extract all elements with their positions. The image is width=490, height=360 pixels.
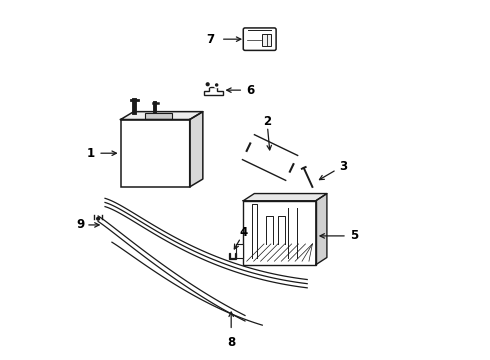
Circle shape	[97, 217, 99, 220]
FancyBboxPatch shape	[243, 201, 316, 265]
FancyBboxPatch shape	[145, 113, 172, 119]
Circle shape	[216, 84, 218, 86]
Polygon shape	[243, 194, 327, 201]
Polygon shape	[229, 253, 236, 260]
Polygon shape	[121, 112, 203, 120]
FancyBboxPatch shape	[243, 28, 276, 50]
Text: 8: 8	[227, 336, 235, 348]
Circle shape	[204, 81, 211, 87]
Circle shape	[131, 96, 138, 103]
Text: 6: 6	[246, 84, 254, 96]
Circle shape	[110, 240, 114, 245]
Circle shape	[242, 315, 248, 321]
Text: 3: 3	[340, 160, 347, 173]
FancyBboxPatch shape	[236, 244, 243, 258]
Circle shape	[95, 216, 101, 222]
Circle shape	[263, 238, 271, 246]
Circle shape	[304, 280, 310, 287]
Text: 1: 1	[87, 147, 95, 160]
FancyBboxPatch shape	[121, 120, 190, 187]
Text: 2: 2	[264, 115, 271, 128]
FancyBboxPatch shape	[262, 34, 271, 46]
Polygon shape	[316, 194, 327, 265]
Circle shape	[159, 324, 165, 330]
Polygon shape	[190, 112, 203, 187]
Text: 7: 7	[206, 33, 215, 46]
Circle shape	[214, 82, 220, 88]
Text: 5: 5	[350, 229, 358, 242]
Circle shape	[310, 185, 315, 189]
Circle shape	[206, 83, 209, 86]
Circle shape	[102, 200, 108, 205]
Circle shape	[153, 100, 158, 105]
Circle shape	[266, 240, 270, 244]
Circle shape	[257, 253, 264, 259]
Text: 9: 9	[77, 219, 85, 231]
Text: 4: 4	[239, 226, 247, 239]
Circle shape	[294, 253, 300, 259]
Polygon shape	[203, 87, 222, 95]
